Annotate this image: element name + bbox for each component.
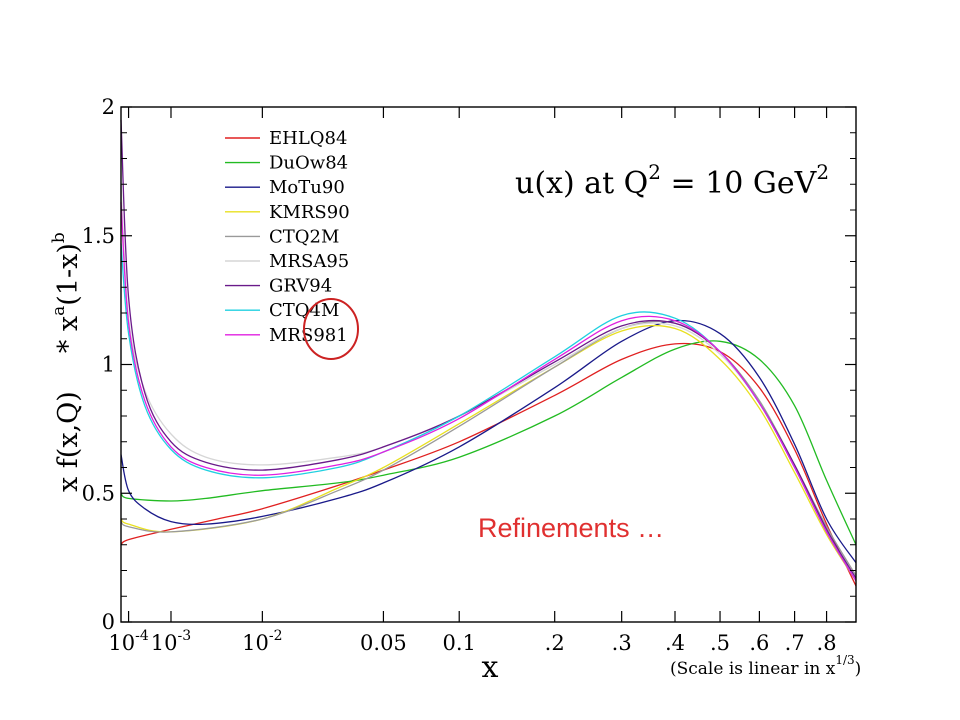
ylabel-part3: (1-x): [53, 243, 84, 306]
y-axis-label: x f(x,Q) * xa(1-x)b: [49, 232, 84, 492]
x-tick-label: 10-3: [151, 628, 191, 655]
axis-ticks: [121, 106, 856, 623]
x-tick-label: .5: [710, 631, 730, 655]
x-tick-label: .4: [665, 631, 685, 655]
y-tick-label: 1.5: [82, 224, 115, 248]
legend-label-kmrs90: KMRS90: [269, 202, 350, 223]
legend-label-ctq4m: CTQ4M: [269, 300, 339, 321]
legend-label-ehlq84: EHLQ84: [269, 128, 347, 149]
highlight-ellipse: [303, 298, 359, 360]
scale-note-pre: (Scale is linear in x: [670, 659, 836, 679]
chart-title: u(x) at Q2 = 10 GeV2: [515, 160, 829, 201]
x-tick-label: .2: [545, 631, 565, 655]
series-line-duow84: [120, 340, 857, 546]
x-tick-label: 10-4: [108, 628, 148, 655]
x-tick-label: 0.05: [360, 631, 407, 655]
legend-label-grv94: GRV94: [269, 276, 332, 297]
scale-note-sup: 1/3: [835, 653, 854, 667]
series-line-mrs981: [120, 202, 857, 582]
x-tick-label: .7: [785, 631, 805, 655]
ylabel-part2: * x: [53, 316, 84, 353]
annotation-text: Refinements …: [478, 513, 664, 543]
y-tick-label: 2: [102, 95, 115, 119]
x-scale-note: (Scale is linear in x1/3): [670, 653, 861, 679]
y-tick-label: 0.5: [82, 481, 115, 505]
x-axis-label: x: [482, 650, 499, 685]
legend: EHLQ84 DuOw84 MoTu90 KMRS90 CTQ2M MRSA95 GRV94…: [225, 128, 350, 346]
title-sup1: 2: [648, 160, 661, 184]
plot-frame: [120, 106, 857, 623]
title-sup2: 2: [816, 160, 829, 184]
legend-label-motu90: MoTu90: [269, 177, 345, 198]
y-tick-labels: 0 0.5 1 1.5 2: [82, 95, 115, 634]
series-line-motu90: [120, 319, 857, 564]
ylabel-part1: x f(x,Q): [53, 391, 84, 492]
legend-label-mrsa95: MRSA95: [269, 251, 349, 272]
y-tick-label: 1: [102, 353, 115, 377]
x-tick-label: .6: [749, 631, 769, 655]
x-tick-labels: 10-4 10-3 10-2 0.05 0.1 .2 .3 .4 .5 .6 .7 .8: [108, 628, 836, 655]
y-tick-label: 0: [102, 610, 115, 634]
series-line-ehlq84: [120, 342, 857, 587]
title-main: u(x) at Q: [515, 166, 648, 201]
x-tick-label: 0.1: [443, 631, 476, 655]
legend-label-mrs981: MRS981: [269, 325, 348, 346]
ylabel-sup-b: b: [49, 232, 69, 243]
series-curves: [120, 119, 857, 587]
x-tick-label: .3: [612, 631, 632, 655]
legend-label-duow84: DuOw84: [269, 153, 348, 174]
scale-note-post: ): [855, 659, 862, 679]
title-mid: = 10 GeV: [661, 166, 818, 201]
x-tick-label: .8: [817, 631, 837, 655]
x-tick-label: 10-2: [242, 628, 282, 655]
legend-label-ctq2m: CTQ2M: [269, 226, 339, 247]
ylabel-sup-a: a: [49, 306, 69, 316]
